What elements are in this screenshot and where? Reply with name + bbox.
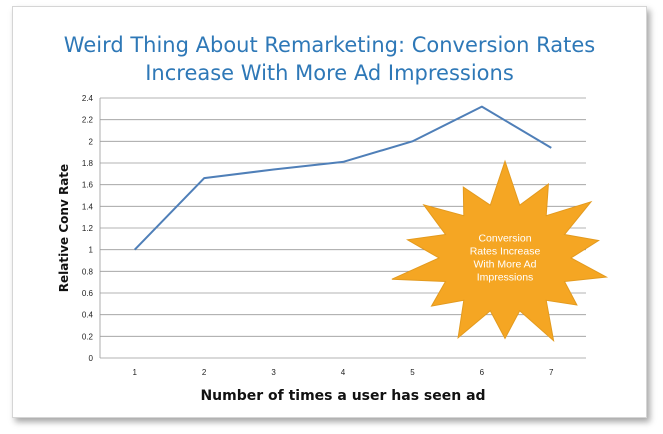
y-tick-label: 0 bbox=[89, 354, 94, 363]
y-tick-label: 0.4 bbox=[82, 311, 94, 320]
y-tick-label: 0.6 bbox=[82, 289, 94, 298]
y-tick-label: 0.2 bbox=[82, 332, 94, 341]
y-axis-label: Relative Conv Rate bbox=[57, 164, 71, 292]
x-tick-label: 2 bbox=[202, 368, 207, 377]
y-tick-label: 2.2 bbox=[82, 116, 94, 125]
x-tick-label: 1 bbox=[132, 368, 137, 377]
x-tick-label: 6 bbox=[480, 368, 485, 377]
y-tick-label: 0.8 bbox=[82, 267, 94, 276]
callout-text-line: Conversion bbox=[478, 233, 531, 245]
x-axis-label: Number of times a user has seen ad bbox=[200, 388, 485, 404]
y-tick-label: 1.2 bbox=[82, 224, 94, 233]
chart-title-line-1: Weird Thing About Remarketing: Conversio… bbox=[63, 33, 596, 57]
y-tick-label: 1 bbox=[89, 246, 94, 255]
x-tick-label: 5 bbox=[410, 368, 415, 377]
gridlines bbox=[99, 97, 586, 359]
callout-text-line: With More Ad bbox=[473, 259, 536, 271]
x-tick-label: 7 bbox=[549, 368, 554, 377]
callout-text-line: Impressions bbox=[477, 272, 534, 284]
x-tick-label: 3 bbox=[271, 368, 276, 377]
starburst-shape bbox=[391, 159, 609, 343]
y-tick-label: 1.6 bbox=[82, 181, 94, 190]
series-relative-conv-rate bbox=[133, 105, 552, 251]
callout-text-line: Rates Increase bbox=[470, 246, 541, 258]
chart-title: Weird Thing About Remarketing: Conversio… bbox=[13, 31, 646, 87]
y-tick-label: 1.4 bbox=[82, 202, 94, 211]
x-tick-labels: 1 2 3 4 5 6 7 bbox=[132, 368, 554, 377]
y-tick-labels: 0 0.2 0.4 0.6 0.8 1 1.2 1.4 1.6 1.8 2 2.2 2.4 bbox=[82, 94, 94, 363]
y-tick-label: 2.4 bbox=[82, 94, 94, 103]
x-tick-label: 4 bbox=[341, 368, 346, 377]
y-tick-label: 1.8 bbox=[82, 159, 94, 168]
y-tick-label: 2 bbox=[89, 137, 94, 146]
chart-title-line-2: Increase With More Ad Impressions bbox=[145, 61, 514, 85]
